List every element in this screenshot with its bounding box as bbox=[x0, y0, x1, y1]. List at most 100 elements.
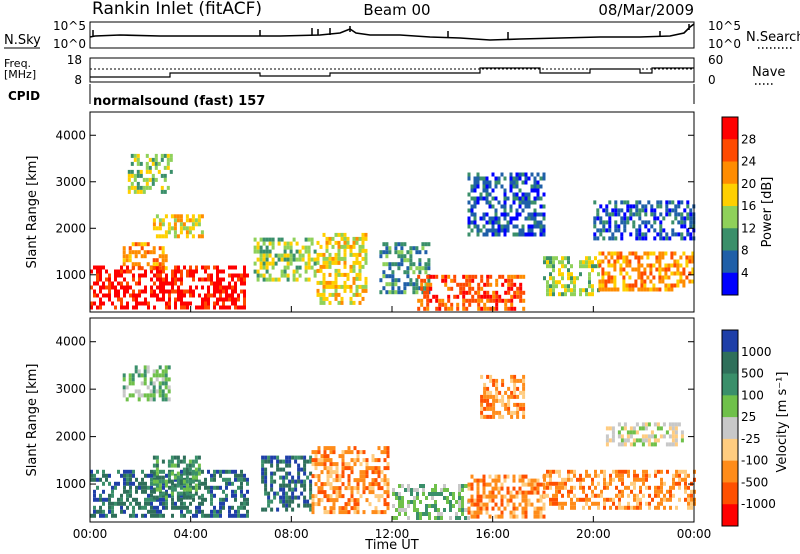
echo-cell bbox=[564, 256, 567, 261]
echo-cell bbox=[503, 204, 507, 209]
echo-cell bbox=[588, 260, 591, 265]
echo-cell bbox=[90, 477, 93, 482]
echo-cell bbox=[285, 491, 289, 496]
echo-cell bbox=[170, 214, 174, 219]
echo-cell bbox=[158, 487, 162, 492]
echo-cell bbox=[598, 279, 602, 284]
echo-cell bbox=[132, 277, 135, 282]
echo-cell bbox=[309, 503, 313, 508]
echo-cell bbox=[259, 273, 263, 278]
echo-cell bbox=[136, 153, 140, 158]
echo-cell bbox=[443, 484, 446, 488]
echo-cell bbox=[509, 208, 513, 213]
echo-cell bbox=[167, 389, 171, 394]
echo-cell bbox=[140, 246, 144, 251]
echo-cell bbox=[341, 510, 345, 515]
echo-cell bbox=[182, 226, 186, 231]
echo-cell bbox=[120, 297, 123, 302]
echo-cell bbox=[343, 252, 347, 257]
echo-cell bbox=[219, 497, 222, 502]
echo-cell bbox=[607, 259, 611, 264]
echo-cell bbox=[207, 297, 210, 302]
echo-cell bbox=[130, 169, 134, 174]
echo-cell bbox=[149, 381, 153, 386]
echo-cell bbox=[513, 382, 517, 387]
echo-cell bbox=[161, 373, 165, 378]
echo-cell bbox=[127, 185, 131, 190]
echo-cell bbox=[489, 414, 493, 419]
echo-cell bbox=[343, 236, 347, 241]
echo-cell bbox=[650, 430, 654, 435]
echo-cell bbox=[561, 485, 564, 490]
echo-cell bbox=[604, 255, 608, 260]
echo-cell bbox=[403, 282, 407, 287]
echo-cell bbox=[611, 212, 615, 217]
echo-cell bbox=[648, 493, 651, 498]
echo-cell bbox=[189, 265, 192, 270]
echo-cell bbox=[234, 473, 237, 478]
echo-cell bbox=[270, 479, 274, 484]
echo-cell bbox=[197, 234, 201, 239]
echo-cell bbox=[144, 297, 147, 302]
echo-cell bbox=[167, 397, 171, 402]
echo-cell bbox=[303, 503, 307, 508]
echo-cell bbox=[146, 250, 150, 255]
echo-cell bbox=[341, 506, 345, 511]
echo-cell bbox=[504, 290, 508, 295]
echo-cell bbox=[93, 513, 96, 518]
echo-cell bbox=[632, 438, 636, 443]
echo-cell bbox=[646, 255, 650, 260]
echo-cell bbox=[598, 287, 602, 292]
echo-cell bbox=[491, 172, 495, 177]
echo-cell bbox=[377, 486, 381, 491]
echo-cell bbox=[417, 274, 421, 279]
echo-cell bbox=[153, 281, 156, 286]
echo-cell bbox=[189, 489, 192, 494]
echo-cell bbox=[427, 266, 431, 271]
echo-cell bbox=[623, 220, 627, 225]
echo-cell bbox=[489, 306, 493, 311]
echo-cell bbox=[656, 204, 660, 209]
echo-cell bbox=[358, 244, 362, 249]
echo-cell bbox=[317, 450, 321, 455]
echo-cell bbox=[349, 244, 353, 249]
echo-cell bbox=[542, 506, 546, 511]
echo-cell bbox=[288, 503, 292, 508]
echo-cell bbox=[125, 385, 129, 390]
echo-cell bbox=[282, 499, 286, 504]
echo-cell bbox=[364, 256, 368, 261]
echo-cell bbox=[495, 394, 499, 399]
echo-cell bbox=[543, 477, 546, 482]
echo-cell bbox=[576, 497, 579, 502]
echo-cell bbox=[234, 513, 237, 518]
echo-cell bbox=[145, 181, 149, 186]
echo-cell bbox=[108, 473, 111, 478]
echo-cell bbox=[608, 224, 612, 229]
echo-cell bbox=[349, 300, 353, 305]
echo-cell bbox=[691, 255, 695, 260]
echo-cell bbox=[671, 228, 675, 233]
echo-cell bbox=[515, 172, 519, 177]
echo-cell bbox=[328, 284, 332, 289]
echo-cell bbox=[277, 253, 281, 258]
echo-cell bbox=[480, 306, 484, 311]
echo-cell bbox=[137, 242, 141, 247]
echo-cell bbox=[645, 501, 648, 506]
echo-cell bbox=[159, 297, 162, 302]
echo-cell bbox=[403, 242, 407, 247]
echo-cell bbox=[304, 277, 308, 282]
echo-cell bbox=[426, 298, 430, 303]
echo-cell bbox=[607, 275, 611, 280]
echo-cell bbox=[201, 285, 204, 290]
echo-cell bbox=[509, 216, 513, 221]
echo-cell bbox=[276, 463, 280, 468]
echo-cell bbox=[576, 276, 579, 281]
echo-cell bbox=[443, 508, 446, 512]
echo-cell bbox=[335, 474, 339, 479]
echo-cell bbox=[607, 279, 611, 284]
echo-cell bbox=[210, 293, 213, 298]
echo-cell bbox=[153, 489, 156, 494]
echo-cell bbox=[382, 242, 386, 247]
echo-cell bbox=[669, 493, 672, 498]
echo-cell bbox=[127, 169, 131, 174]
